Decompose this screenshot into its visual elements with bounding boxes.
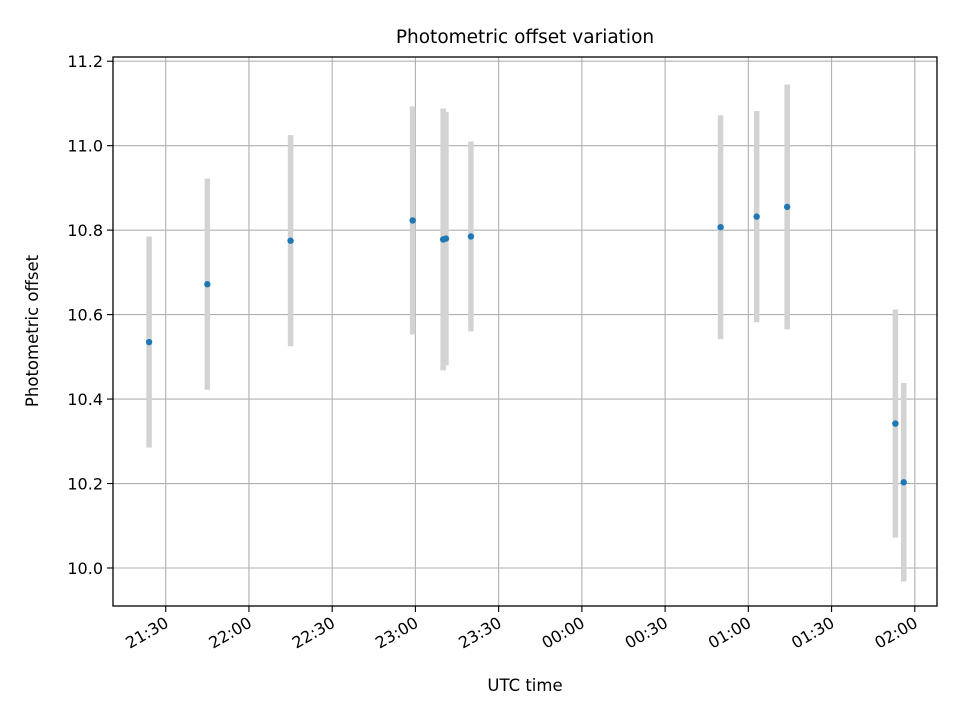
data-point	[717, 223, 724, 231]
y-tick-label: 10.4	[67, 390, 103, 409]
y-tick-label: 10.2	[67, 475, 103, 494]
data-point	[467, 233, 475, 240]
y-tick-label: 10.0	[67, 559, 103, 578]
y-axis-ticks: 10.0 10.2 10.4 10.6 10.8 11.0 11.2	[67, 52, 113, 578]
data-point	[145, 338, 153, 346]
data-point	[442, 235, 450, 242]
x-axis-label: UTC time	[487, 676, 562, 695]
y-tick-label: 10.8	[67, 221, 103, 240]
data-point	[892, 420, 899, 427]
data-point	[409, 217, 416, 224]
data-point	[753, 213, 760, 220]
data-point	[287, 237, 294, 244]
data-point	[900, 479, 907, 486]
data-point	[204, 281, 211, 288]
plot-area-frame	[112, 56, 938, 607]
y-tick-label: 11.2	[67, 52, 103, 71]
y-tick-label: 11.0	[67, 137, 103, 156]
chart-title: Photometric offset variation	[396, 27, 654, 48]
y-axis-label: Photometric offset	[23, 254, 42, 407]
data-points	[145, 203, 907, 486]
y-tick-label: 10.6	[67, 306, 103, 325]
grid	[113, 57, 937, 606]
data-point	[783, 203, 791, 211]
